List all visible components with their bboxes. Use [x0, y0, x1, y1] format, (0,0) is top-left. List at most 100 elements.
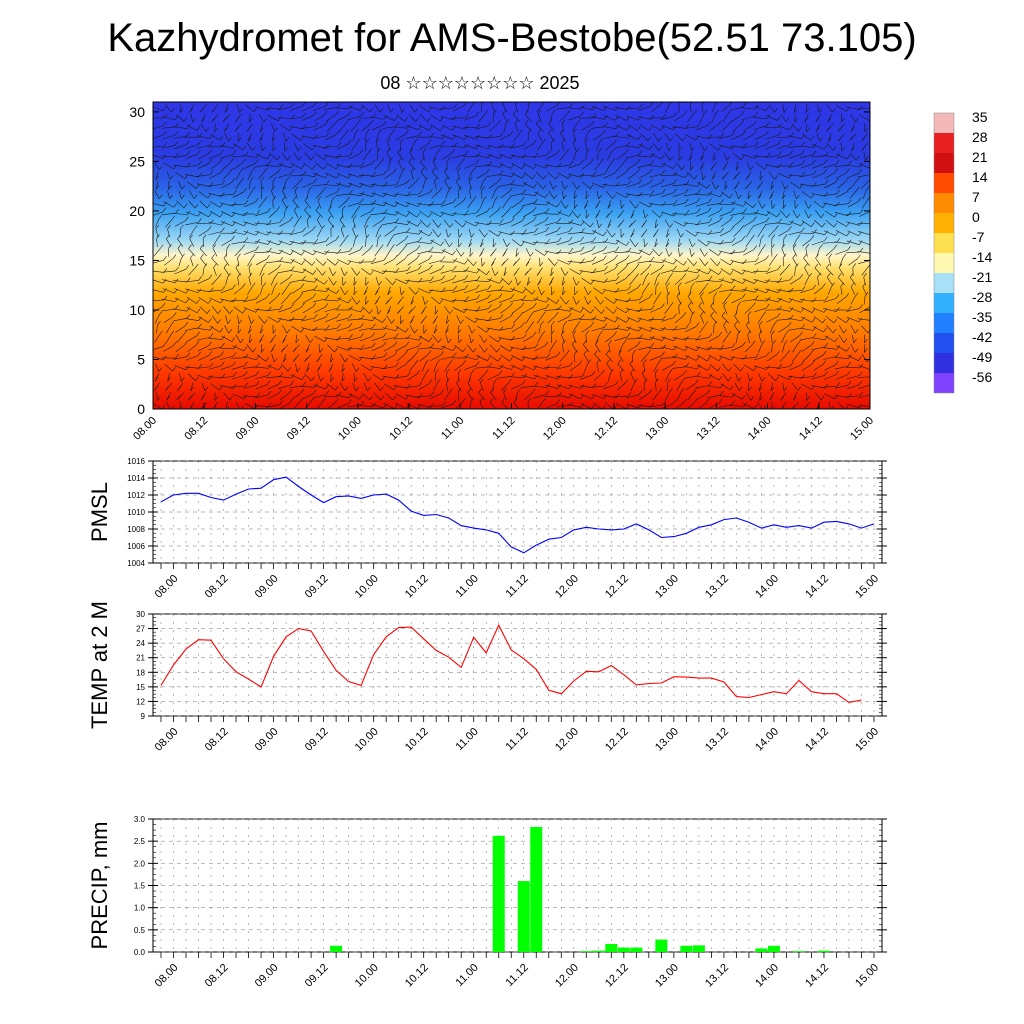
xtick-label: 10.00 [353, 962, 381, 990]
colorbar-label: 0 [972, 209, 980, 225]
panel-ylabel: PMSL [87, 482, 112, 542]
colorbar-swatch [934, 293, 954, 313]
colorbar-swatch [934, 213, 954, 233]
precip-bar [530, 826, 543, 952]
xtick-label: 14.00 [753, 726, 781, 754]
colorbar-swatch [934, 153, 954, 173]
colorbar-label: 14 [972, 169, 988, 185]
heatmap-panel: 0 5 10 15 20 25 30 08.00 08.12 09.00 09.12 10.00 10.… [129, 101, 876, 443]
precip-bar [792, 951, 805, 952]
xtick-label: 10.12 [403, 573, 431, 601]
ytick-label: 1008 [127, 525, 145, 534]
wind-barbs [153, 102, 870, 409]
xtick-label: 08.00 [153, 962, 181, 990]
colorbar-label: 7 [972, 189, 980, 205]
xtick-label: 09.12 [303, 573, 331, 601]
precip-bar [592, 950, 605, 952]
precip-bar [517, 881, 530, 952]
precip-bar [767, 945, 780, 952]
heatmap-ytick-label: 5 [137, 351, 145, 367]
panel-ylabel: PRECIP, mm [87, 822, 112, 950]
ytick-label: 0.0 [134, 948, 146, 957]
panel-ylabel: TEMP at 2 M [87, 601, 112, 729]
colorbar-swatch [934, 333, 954, 353]
precip-bar [680, 945, 693, 952]
ytick-label: 9 [141, 712, 146, 721]
ytick-label: 1.0 [134, 904, 146, 913]
xtick-label: 09.12 [303, 726, 331, 754]
ytick-label: 3.0 [134, 815, 146, 824]
xtick-label: 12.12 [603, 573, 631, 601]
ytick-label: 0.5 [134, 926, 146, 935]
precip-bar [817, 950, 830, 952]
heatmap-xtick-label: 08.00 [131, 415, 159, 443]
pmsl-panel: 1004 1006 1008 1010 1012 1014 1016 08.00 08.12 09… [87, 457, 887, 601]
colorbar-label: 28 [972, 129, 988, 145]
ytick-label: 2.0 [134, 859, 146, 868]
xtick-label: 13.12 [703, 726, 731, 754]
ytick-label: 21 [136, 654, 145, 663]
precip-bar [630, 947, 643, 952]
xtick-label: 11.12 [503, 573, 530, 600]
xtick-label: 13.12 [703, 573, 731, 601]
heatmap-xtick-label: 08.12 [182, 415, 210, 443]
precip-bar [655, 939, 668, 952]
series-line [160, 476, 875, 554]
precip-bar [492, 835, 505, 952]
xtick-label: 08.12 [203, 962, 231, 990]
xtick-label: 14.12 [803, 962, 831, 990]
xtick-label: 10.00 [353, 573, 381, 601]
xtick-label: 08.00 [153, 573, 181, 601]
heatmap-xtick-label: 13.00 [643, 415, 671, 443]
heatmap-ytick-label: 20 [129, 203, 145, 219]
ytick-label: 1006 [127, 542, 145, 551]
colorbar-label: -56 [972, 369, 992, 385]
xtick-label: 10.00 [353, 726, 381, 754]
colorbar-swatch [934, 253, 954, 273]
colorbar-label: -7 [972, 229, 985, 245]
heatmap-xtick-label: 15.00 [848, 415, 876, 443]
xtick-label: 13.00 [653, 962, 681, 990]
xtick-label: 12.00 [553, 962, 581, 990]
xtick-label: 14.00 [753, 573, 781, 601]
ytick-label: 12 [136, 697, 145, 706]
ytick-label: 1016 [127, 457, 145, 466]
xtick-label: 11.00 [453, 726, 480, 753]
colorbar-label: -35 [972, 309, 992, 325]
xtick-label: 13.00 [653, 726, 681, 754]
xtick-label: 12.00 [553, 573, 581, 601]
colorbar-label: -49 [972, 349, 992, 365]
colorbar-swatch [934, 373, 954, 393]
colorbar-swatch [934, 193, 954, 213]
ytick-label: 24 [136, 639, 145, 648]
heatmap-ytick-label: 25 [129, 153, 145, 169]
colorbar-swatch [934, 273, 954, 293]
chart-title: Kazhydromet for AMS-Bestobe(52.51 73.105… [107, 16, 917, 60]
colorbar-label: 35 [972, 109, 988, 125]
xtick-label: 15.00 [853, 726, 881, 754]
ytick-label: 1012 [127, 491, 145, 500]
xtick-label: 13.00 [653, 573, 681, 601]
precip-bar [605, 944, 618, 952]
heatmap-xtick-label: 12.12 [592, 415, 620, 443]
heatmap-ytick-label: 30 [129, 104, 145, 120]
xtick-label: 12.12 [603, 726, 631, 754]
ytick-label: 1.5 [134, 882, 146, 891]
heatmap-xtick-label: 12.00 [541, 415, 569, 443]
colorbar-swatch [934, 233, 954, 253]
heatmap-xtick-label: 10.00 [336, 415, 364, 443]
xtick-label: 10.12 [403, 726, 431, 754]
heatmap-xtick-label: 11.00 [439, 415, 466, 442]
panel-frame [152, 613, 883, 717]
ytick-label: 30 [136, 610, 145, 619]
xtick-label: 08.12 [203, 573, 231, 601]
xtick-label: 11.12 [503, 726, 530, 753]
heatmap-xtick-label: 11.12 [490, 415, 517, 442]
xtick-label: 14.00 [753, 962, 781, 990]
xtick-label: 09.00 [253, 573, 281, 601]
precip-panel: 0.0 0.5 1.0 1.5 2.0 2.5 3.0 08.00 08.12 09.00 09.1… [87, 815, 887, 990]
ytick-label: 1004 [127, 559, 145, 568]
xtick-label: 15.00 [853, 573, 881, 601]
precip-bar [617, 947, 630, 952]
heatmap-xtick-label: 14.00 [746, 415, 774, 443]
